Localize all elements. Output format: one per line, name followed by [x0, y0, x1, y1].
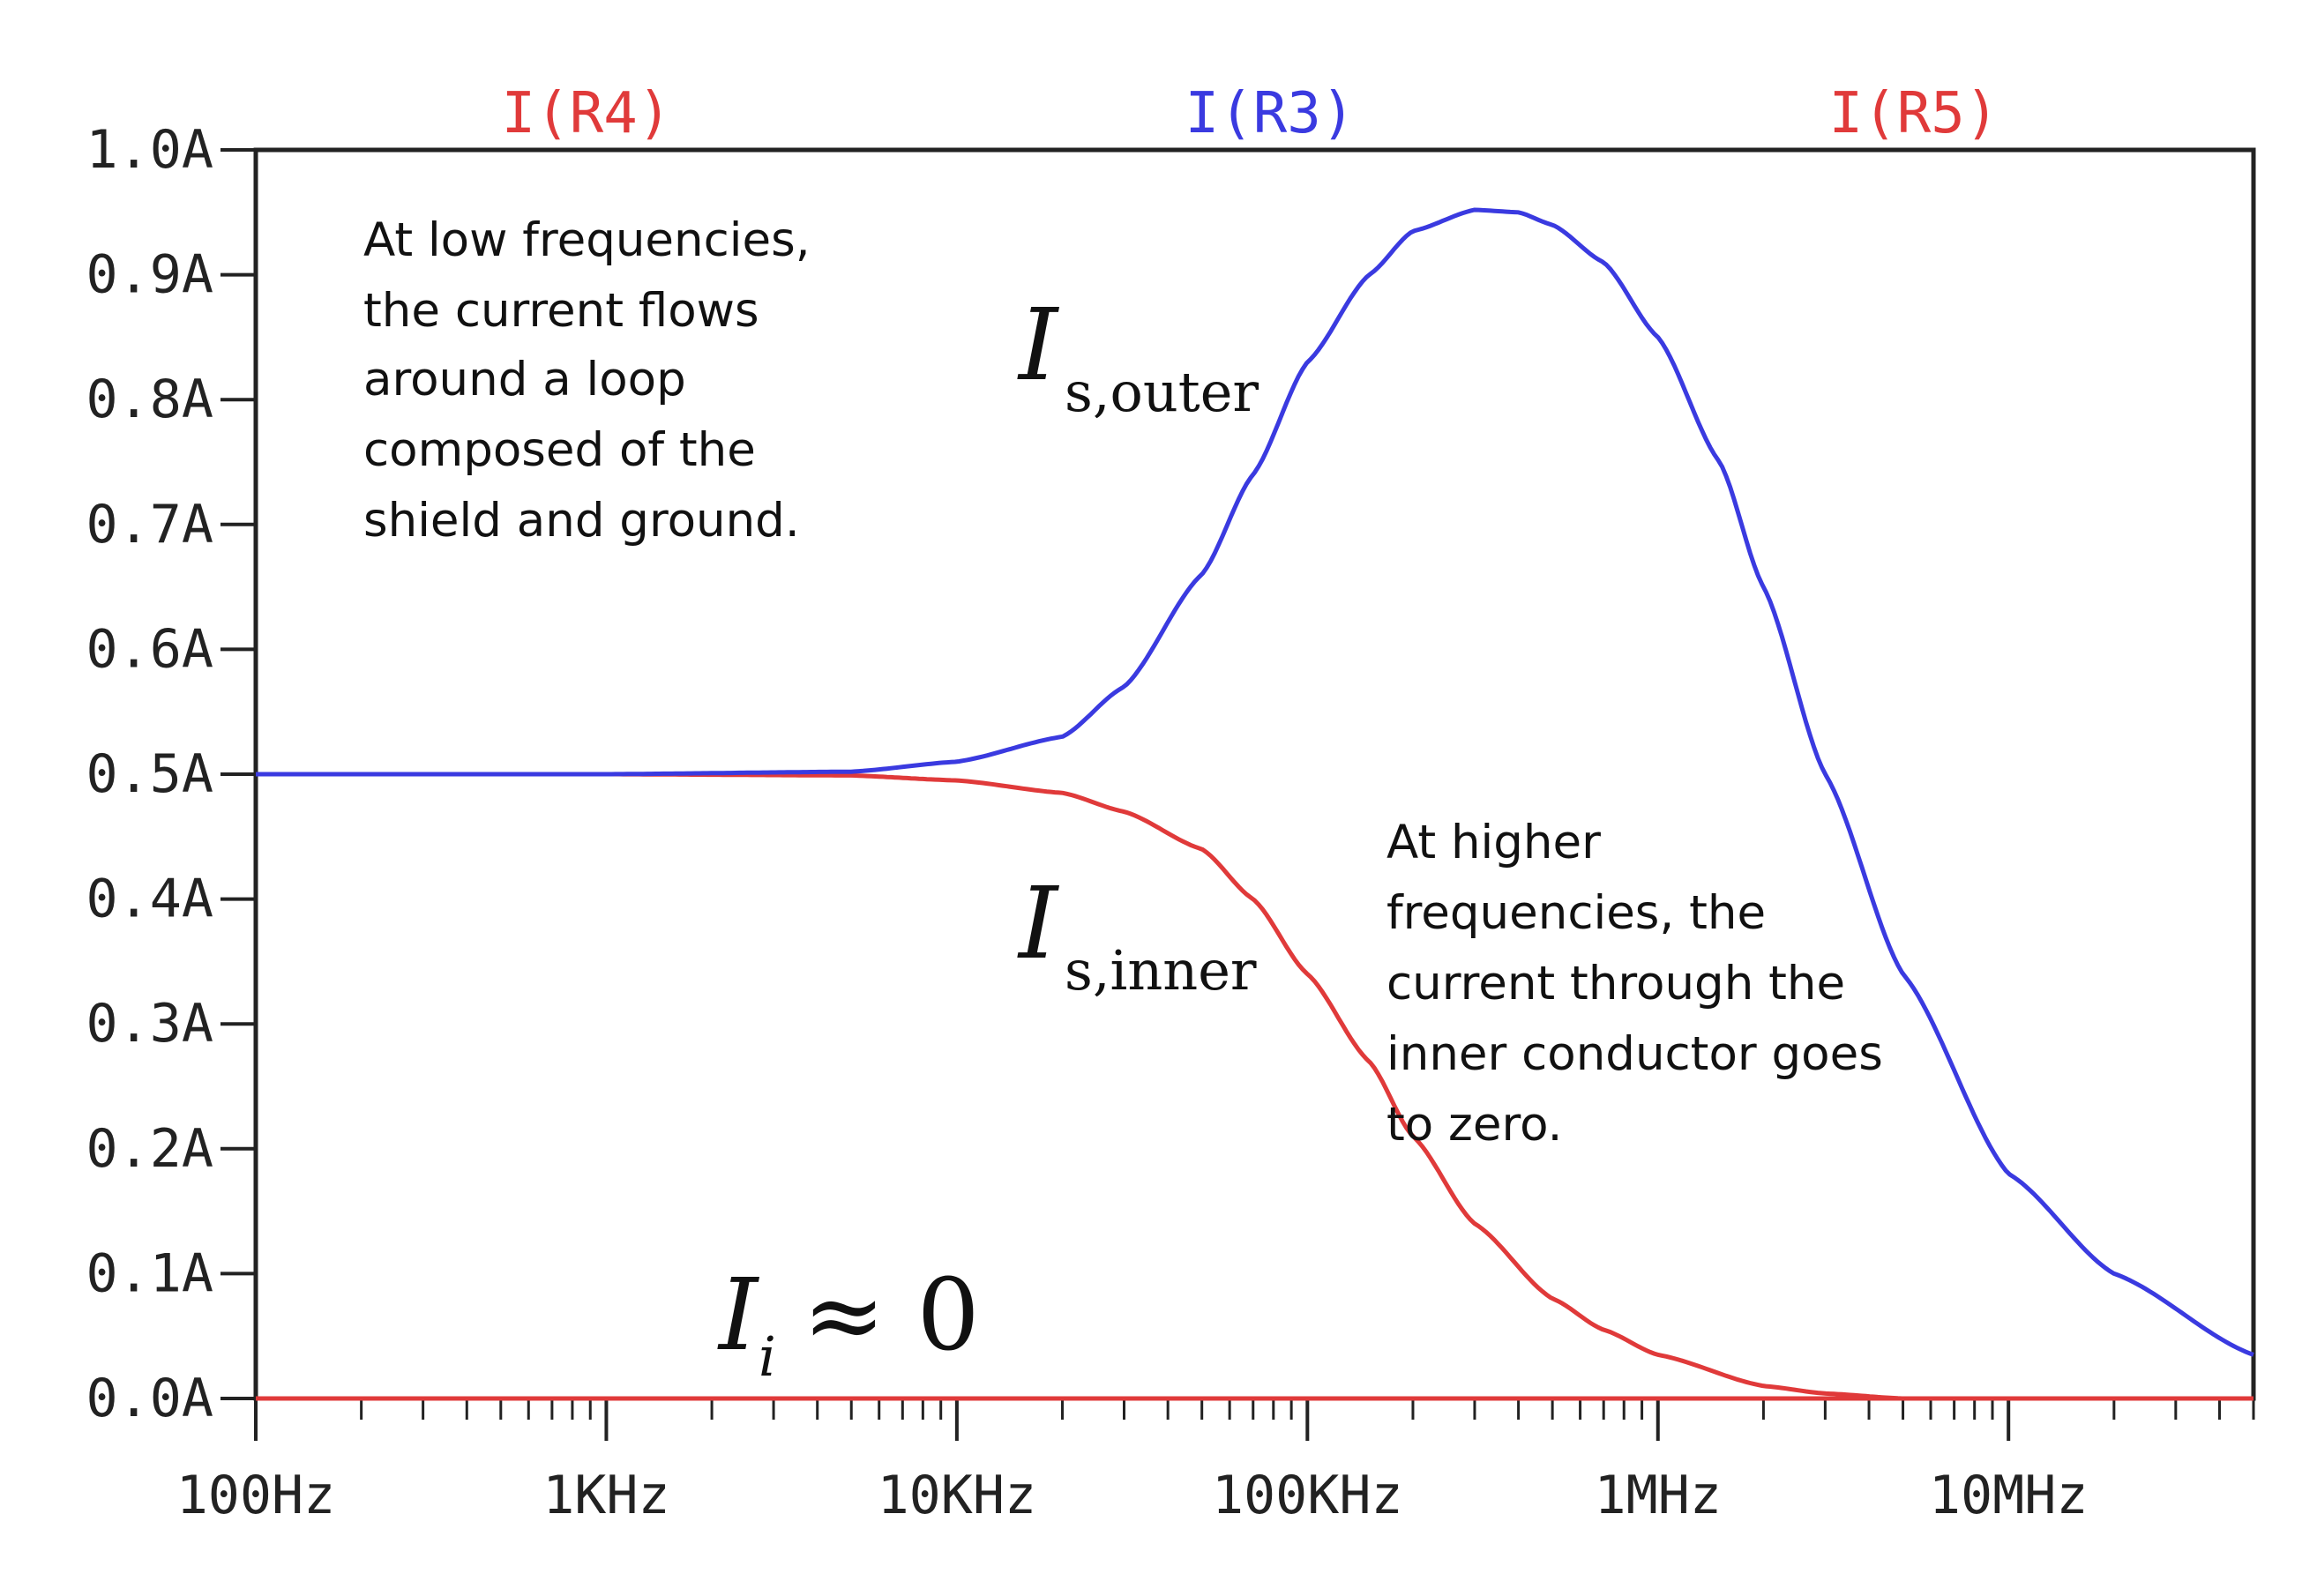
y-tick-label: 0.2A — [86, 1118, 214, 1180]
y-tick-label: 0.7A — [86, 494, 214, 556]
y-tick-label: 0.1A — [86, 1242, 214, 1304]
label-ii-approx-zero: I i ≈ 0 — [717, 1258, 980, 1389]
high-freq-note-line-1: At higher — [1386, 816, 1601, 869]
high-frequency-note: At higher frequencies, the current throu… — [1386, 816, 1883, 1152]
low-freq-note-line-3: around a loop — [363, 353, 686, 406]
ii-subscript: i — [759, 1324, 776, 1389]
y-tick-label: 0.6A — [86, 618, 214, 680]
low-freq-note-line-1: At low frequencies, — [363, 213, 811, 267]
y-tick-label: 1.0A — [86, 119, 214, 181]
is-outer-subscript: s,outer — [1065, 360, 1259, 424]
legend-i-r4: I(R4) — [502, 81, 672, 146]
label-is-outer: I s,outer — [1017, 288, 1259, 424]
series-line-ir3 — [256, 207, 2254, 1357]
legend-i-r5: I(R5) — [1829, 81, 1999, 146]
low-freq-note-line-2: the current flows — [363, 284, 759, 338]
high-freq-note-line-3: current through the — [1386, 957, 1845, 1011]
y-tick-label: 0.0A — [86, 1368, 214, 1429]
is-inner-symbol: I — [1017, 867, 1060, 981]
x-tick-label: 1KHz — [542, 1465, 670, 1526]
y-tick-label: 0.8A — [86, 369, 214, 430]
y-tick-label: 0.5A — [86, 743, 214, 805]
y-tick-label: 0.9A — [86, 244, 214, 306]
y-tick-label: 0.3A — [86, 993, 214, 1055]
low-freq-note-line-5: shield and ground. — [363, 494, 800, 548]
legend-i-r3: I(R3) — [1185, 81, 1356, 146]
x-axis: 100Hz 1KHz 10KHz 100KHz 1MHz 10MHz — [176, 1398, 2255, 1526]
x-tick-label: 100Hz — [176, 1465, 336, 1526]
low-freq-note-line-4: composed of the — [363, 423, 756, 477]
series-layer — [256, 207, 2254, 1401]
x-tick-label: 1MHz — [1595, 1465, 1723, 1526]
high-freq-note-line-4: inner conductor goes — [1386, 1027, 1883, 1081]
x-tick-label: 10MHz — [1929, 1465, 2089, 1526]
is-inner-subscript: s,inner — [1065, 938, 1257, 1003]
ii-symbol: I — [717, 1258, 760, 1373]
label-is-inner: I s,inner — [1017, 867, 1257, 1003]
x-tick-label: 10KHz — [878, 1465, 1037, 1526]
y-tick-label: 0.4A — [86, 869, 214, 930]
x-tick-label: 100KHz — [1212, 1465, 1403, 1526]
high-freq-note-line-5: to zero. — [1386, 1098, 1562, 1152]
high-freq-note-line-2: frequencies, the — [1386, 886, 1766, 940]
low-frequency-note: At low frequencies, the current flows ar… — [363, 213, 811, 548]
ii-relation: ≈ 0 — [803, 1258, 980, 1373]
y-axis: 0.0A 0.1A 0.2A 0.3A 0.4A 0.5A 0.6A 0.7A 0.8A 0.9A… — [86, 119, 256, 1429]
is-outer-symbol: I — [1017, 288, 1060, 403]
series-line-ir4 — [256, 772, 2253, 1401]
